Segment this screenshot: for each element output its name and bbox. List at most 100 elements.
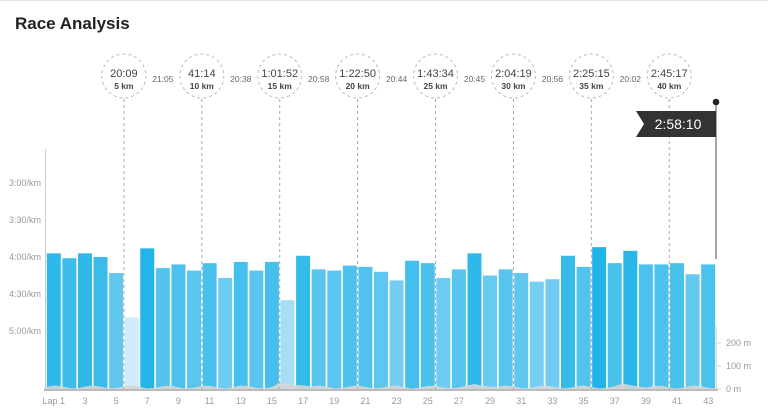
- x-tick-label: 35: [579, 396, 589, 406]
- pace-bar-lap-30: [498, 269, 513, 389]
- pace-bar-lap-27: [451, 269, 466, 389]
- pace-bar-lap-36: [592, 247, 607, 389]
- split-distance: 40 km: [657, 81, 682, 91]
- split-distance: 15 km: [268, 81, 293, 91]
- x-tick-label: 21: [360, 396, 370, 406]
- finish-time: 2:58:10: [655, 116, 702, 132]
- x-tick-label: 15: [267, 396, 277, 406]
- split-time: 41:14: [188, 68, 216, 80]
- pace-bar-lap-9: [171, 264, 186, 389]
- split-circle: [490, 53, 536, 99]
- finish-flag-dot: [712, 98, 720, 106]
- split-circle: [179, 53, 225, 99]
- split-distance: 20 km: [346, 81, 371, 91]
- split-time: 1:01:52: [261, 68, 298, 80]
- pace-bar-lap-12: [218, 277, 233, 389]
- y-tick-label: 4:00/km: [9, 252, 41, 262]
- split-interval: 21:05: [152, 74, 174, 84]
- pace-bar-lap-33: [545, 279, 560, 389]
- split-circle: [335, 53, 381, 99]
- split-distance: 35 km: [579, 81, 604, 91]
- elevation-area: [46, 382, 716, 389]
- x-tick-label: 41: [672, 396, 682, 406]
- pace-bar-lap-43: [701, 264, 716, 389]
- split-interval: 20:38: [230, 74, 252, 84]
- elevation-tick-label: 200 m: [726, 338, 751, 348]
- pace-bar-lap-37: [607, 263, 622, 389]
- y-tick-label: 3:00/km: [9, 178, 41, 188]
- pace-bar-lap-2: [62, 258, 77, 389]
- pace-bar-lap-15: [264, 261, 279, 389]
- pace-bar-lap-25: [420, 263, 435, 389]
- pace-bar-lap-24: [405, 260, 420, 389]
- pace-bar-lap-4: [93, 257, 108, 389]
- x-tick-label: 13: [236, 396, 246, 406]
- x-tick-label: 3: [82, 396, 87, 406]
- pace-bar-lap-7: [140, 248, 155, 389]
- pace-bar-lap-35: [576, 266, 591, 389]
- x-tick-label: 43: [703, 396, 713, 406]
- pace-bar-lap-23: [389, 280, 404, 389]
- pace-bar-lap-16: [280, 300, 295, 389]
- pace-bar-lap-32: [529, 281, 544, 389]
- x-tick-label: 7: [145, 396, 150, 406]
- split-distance: 10 km: [190, 81, 215, 91]
- x-tick-label: 33: [547, 396, 557, 406]
- split-circle: [413, 53, 459, 99]
- split-distance: 5 km: [114, 81, 134, 91]
- pace-bar-lap-20: [342, 265, 357, 389]
- split-distance: 25 km: [423, 81, 448, 91]
- pace-bar-lap-41: [670, 263, 685, 389]
- split-time: 2:04:19: [495, 68, 532, 80]
- pace-bar-lap-19: [327, 270, 342, 389]
- pace-bar-lap-8: [155, 268, 170, 389]
- split-interval: 20:44: [386, 74, 408, 84]
- elevation-tick-label: 100 m: [726, 361, 751, 371]
- elevation-tick-label: 0 m: [726, 384, 741, 394]
- split-circle: [257, 53, 303, 99]
- split-interval: 20:45: [464, 74, 486, 84]
- pace-bar-lap-39: [638, 264, 653, 389]
- x-tick-label: 39: [641, 396, 651, 406]
- split-interval: 20:56: [542, 74, 564, 84]
- page-title: Race Analysis: [15, 14, 130, 33]
- pace-bar-lap-6: [124, 317, 139, 389]
- pace-bar-lap-31: [514, 273, 529, 389]
- x-tick-label: 5: [114, 396, 119, 406]
- y-tick-label: 3:30/km: [9, 215, 41, 225]
- pace-bar-lap-18: [311, 269, 326, 389]
- x-tick-label: 19: [329, 396, 339, 406]
- y-tick-label: 4:30/km: [9, 289, 41, 299]
- split-time: 20:09: [110, 68, 138, 80]
- pace-bar-lap-22: [374, 271, 388, 389]
- x-tick-label: 9: [176, 396, 181, 406]
- x-tick-label: 29: [485, 396, 495, 406]
- x-tick-label: 31: [516, 396, 526, 406]
- pace-bar-lap-17: [296, 255, 311, 389]
- pace-bar-lap-10: [187, 270, 202, 389]
- x-tick-label: 27: [454, 396, 464, 406]
- x-tick-label: 23: [392, 396, 402, 406]
- split-time: 1:43:34: [417, 68, 454, 80]
- pace-bar-lap-1: [46, 253, 61, 389]
- pace-bar-lap-38: [623, 250, 638, 389]
- split-time: 2:25:15: [573, 68, 610, 80]
- x-tick-label: Lap 1: [43, 396, 66, 406]
- y-tick-label: 5:00/km: [9, 326, 41, 336]
- pace-bar-lap-42: [685, 274, 700, 389]
- pace-bar-lap-26: [436, 277, 451, 389]
- x-tick-label: 17: [298, 396, 308, 406]
- pace-bar-lap-34: [560, 255, 575, 389]
- pace-bar-lap-29: [483, 275, 498, 389]
- split-circle: [568, 53, 614, 99]
- pace-bar-lap-40: [654, 264, 669, 389]
- pace-bar-lap-28: [467, 253, 482, 389]
- split-time: 1:22:50: [339, 68, 376, 80]
- pace-bar-lap-14: [249, 270, 264, 389]
- finish-flag: [636, 111, 716, 137]
- split-circle: [101, 53, 147, 99]
- x-tick-label: 11: [205, 396, 214, 406]
- split-circle: [646, 53, 692, 99]
- x-tick-label: 25: [423, 396, 433, 406]
